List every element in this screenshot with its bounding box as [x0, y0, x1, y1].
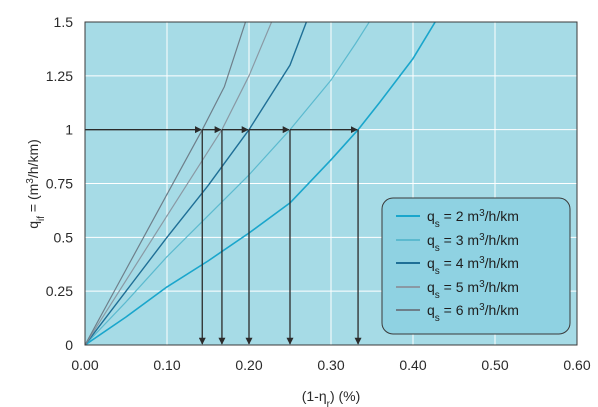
- legend-label: qs = 2 m3/h/km: [427, 208, 519, 230]
- legend-label: qs = 4 m3/h/km: [427, 255, 519, 277]
- x-tick-label: 0.40: [399, 357, 426, 373]
- y-tick-label: 0.5: [54, 229, 74, 245]
- y-axis-label: qif = (m3/h/km): [25, 139, 47, 229]
- legend-item: qs = 5 m3/h/km: [396, 279, 519, 301]
- legend-label: qs = 5 m3/h/km: [427, 279, 519, 301]
- y-tick-label: 1: [65, 122, 73, 138]
- plot-border: [84, 21, 578, 346]
- x-tick-label: 0.60: [563, 357, 590, 373]
- legend-item: qs = 3 m3/h/km: [396, 232, 519, 254]
- legend-label: qs = 3 m3/h/km: [427, 232, 519, 254]
- y-tick-label: 0.75: [46, 176, 73, 192]
- legend-box: [381, 197, 571, 335]
- y-tick-label: 0: [65, 337, 73, 353]
- y-tick-label: 0.25: [46, 283, 73, 299]
- x-tick-label: 0.30: [317, 357, 344, 373]
- y-tick-label: 1.25: [46, 68, 73, 84]
- series-line-4: [85, 22, 273, 345]
- x-axis-label: (1-ηr) (%): [302, 388, 361, 407]
- x-tick-label: 0.20: [235, 357, 262, 373]
- legend: qs = 2 m3/h/km qs = 3 m3/h/km qs = 4 m3/…: [381, 197, 571, 335]
- legend-label: qs = 6 m3/h/km: [427, 302, 519, 324]
- x-tick-label: 0.10: [153, 357, 180, 373]
- y-tick-label: 1.5: [54, 14, 74, 30]
- series-line-5: [85, 22, 247, 345]
- legend-item: qs = 2 m3/h/km: [396, 208, 519, 230]
- y-tick-labels: 0 0.25 0.5 0.75 1 1.25 1.5: [46, 14, 73, 353]
- x-tick-labels: 0.00 0.10 0.20 0.30 0.40 0.50 0.60: [71, 357, 590, 373]
- legend-item: qs = 6 m3/h/km: [396, 302, 519, 324]
- series-line-3: [85, 22, 308, 345]
- arrows-layer: [85, 126, 362, 345]
- legend-item: qs = 4 m3/h/km: [396, 255, 519, 277]
- x-tick-label: 0.00: [71, 357, 98, 373]
- x-tick-label: 0.50: [481, 357, 508, 373]
